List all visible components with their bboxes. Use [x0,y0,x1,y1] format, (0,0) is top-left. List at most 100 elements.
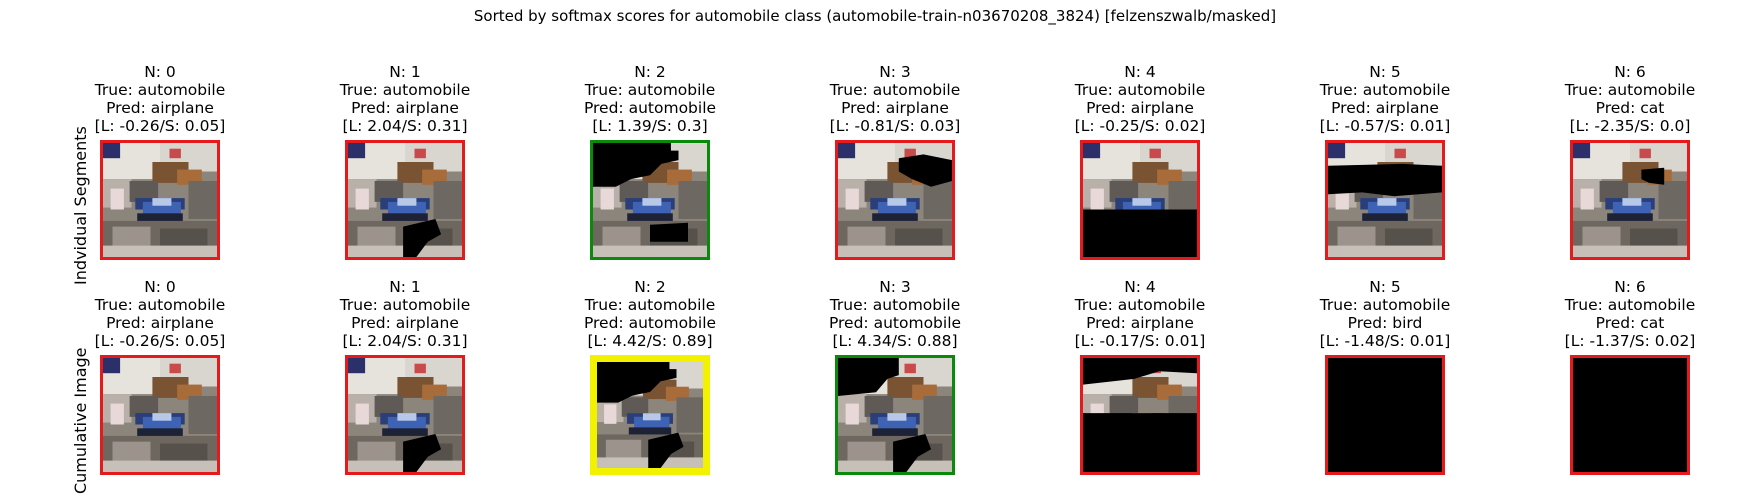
mask-region [403,219,442,257]
pred-label: Pred: bird [1347,314,1423,332]
pred-label: Pred: automobile [828,314,962,332]
panel-index-label: N: 0 [144,278,176,296]
score-label: [L: 2.04/S: 0.31] [342,332,468,350]
image-pixels [1573,358,1687,472]
image-pixels [103,143,217,257]
score-label: [L: -1.37/S: 0.02] [1564,332,1696,350]
panel-cumulative-4: N: 4 True: automobile Pred: airplane [L: -0… [1030,278,1250,475]
panel-segment-1: N: 1 True: automobile Pred: airplane [L: 2.… [295,63,515,260]
pred-label: Pred: automobile [583,99,717,117]
mask-region [838,358,899,396]
pred-label: Pred: airplane [1086,314,1194,332]
score-label: [L: -0.26/S: 0.05] [94,117,226,135]
panel-index-label: N: 3 [879,278,911,296]
masked-image [835,140,955,260]
panel-title: N: 4 True: automobile Pred: airplane [L: -0… [1030,63,1250,135]
image-pixels [103,358,217,472]
panel-cumulative-5: N: 5 True: automobile Pred: bird [L: -1.48/… [1275,278,1495,475]
pred-label: Pred: airplane [1331,99,1439,117]
pred-label: Pred: automobile [583,314,717,332]
image-pixels [348,143,462,257]
mask-region [1083,209,1197,257]
true-label: True: automobile [94,81,226,99]
panel-index-label: N: 3 [879,63,911,81]
true-label: True: automobile [1564,296,1696,314]
image-pixels [838,358,952,472]
panel-segment-2: N: 2 True: automobile Pred: automobile [L: … [540,63,760,260]
masked-image [1325,355,1445,475]
panel-index-label: N: 4 [1124,63,1156,81]
pred-label: Pred: airplane [351,99,459,117]
true-label: True: automobile [1319,81,1451,99]
mask-region [1328,358,1442,472]
score-label: [L: -0.81/S: 0.03] [829,117,961,135]
mask-region [898,154,952,187]
mask-region [403,434,442,472]
pred-label: Pred: airplane [106,99,214,117]
image-pixels [348,358,462,472]
panel-segment-0: N: 0 True: automobile Pred: airplane [L: -0… [50,63,270,260]
panel-index-label: N: 6 [1614,278,1646,296]
true-label: True: automobile [1319,296,1451,314]
panel-index-label: N: 6 [1614,63,1646,81]
pred-label: Pred: cat [1595,314,1665,332]
mask-region [893,434,932,472]
panel-title: N: 4 True: automobile Pred: airplane [L: -0… [1030,278,1250,350]
score-label: [L: -0.25/S: 0.02] [1074,117,1206,135]
row-label-individual-segments: Indvidual Segments [71,126,90,285]
panel-index-label: N: 2 [634,63,666,81]
panel-segment-4: N: 4 True: automobile Pred: airplane [L: -0… [1030,63,1250,260]
masked-image [835,355,955,475]
score-label: [L: 1.39/S: 0.3] [592,117,708,135]
panel-cumulative-2: N: 2 True: automobile Pred: automobile [L: … [540,278,760,475]
masked-image [1080,355,1200,475]
true-label: True: automobile [1074,81,1206,99]
masked-image [590,355,710,475]
score-label: [L: -0.17/S: 0.01] [1074,332,1206,350]
panel-title: N: 1 True: automobile Pred: airplane [L: 2.… [295,278,515,350]
panel-segment-5: N: 5 True: automobile Pred: airplane [L: -0… [1275,63,1495,260]
panel-title: N: 3 True: automobile Pred: automobile [L: … [785,278,1005,350]
score-label: [L: 2.04/S: 0.31] [342,117,468,135]
true-label: True: automobile [1564,81,1696,99]
score-label: [L: 4.42/S: 0.89] [587,332,713,350]
true-label: True: automobile [1074,296,1206,314]
mask-region [1083,413,1197,472]
figure-title: Sorted by softmax scores for automobile … [473,7,1277,25]
masked-image [345,355,465,475]
score-label: [L: -0.26/S: 0.05] [94,332,226,350]
image-pixels [838,143,952,257]
true-label: True: automobile [584,296,716,314]
score-label: [L: -0.57/S: 0.01] [1319,117,1451,135]
panel-title: N: 1 True: automobile Pred: airplane [L: 2.… [295,63,515,135]
panel-segment-3: N: 3 True: automobile Pred: airplane [L: -0… [785,63,1005,260]
masked-image [1570,140,1690,260]
pred-label: Pred: cat [1595,99,1665,117]
panel-title: N: 2 True: automobile Pred: automobile [L: … [540,278,760,350]
mask-region [597,362,677,403]
true-label: True: automobile [339,81,471,99]
masked-image [345,140,465,260]
panel-title: N: 3 True: automobile Pred: airplane [L: -0… [785,63,1005,135]
panel-title: N: 5 True: automobile Pred: airplane [L: -0… [1275,63,1495,135]
panel-cumulative-1: N: 1 True: automobile Pred: airplane [L: 2.… [295,278,515,475]
mask-region [593,143,679,187]
pred-label: Pred: airplane [351,314,459,332]
image-pixels [1573,143,1687,257]
panel-index-label: N: 1 [389,63,421,81]
image-pixels [1083,358,1197,472]
score-label: [L: 4.34/S: 0.88] [832,332,958,350]
mask-region [1573,358,1687,472]
true-label: True: automobile [829,81,961,99]
panel-index-label: N: 1 [389,278,421,296]
true-label: True: automobile [584,81,716,99]
score-label: [L: -2.35/S: 0.0] [1569,117,1691,135]
mask-region [1328,163,1442,197]
panel-segment-6: N: 6 True: automobile Pred: cat [L: -2.35/S… [1520,63,1740,260]
panel-index-label: N: 5 [1369,63,1401,81]
panel-index-label: N: 5 [1369,278,1401,296]
image-pixels [597,362,703,468]
image-pixels [593,143,707,257]
image-pixels [1083,143,1197,257]
mask-region [650,222,688,242]
